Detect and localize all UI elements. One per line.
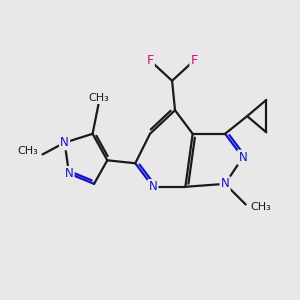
- Text: CH₃: CH₃: [88, 93, 109, 103]
- Text: F: F: [146, 54, 154, 67]
- Text: N: N: [148, 180, 157, 193]
- Text: CH₃: CH₃: [250, 202, 271, 212]
- Text: F: F: [190, 54, 198, 67]
- Text: CH₃: CH₃: [17, 146, 38, 157]
- Text: N: N: [238, 151, 247, 164]
- Text: N: N: [65, 167, 74, 180]
- Text: N: N: [60, 136, 69, 149]
- Text: N: N: [221, 177, 230, 190]
